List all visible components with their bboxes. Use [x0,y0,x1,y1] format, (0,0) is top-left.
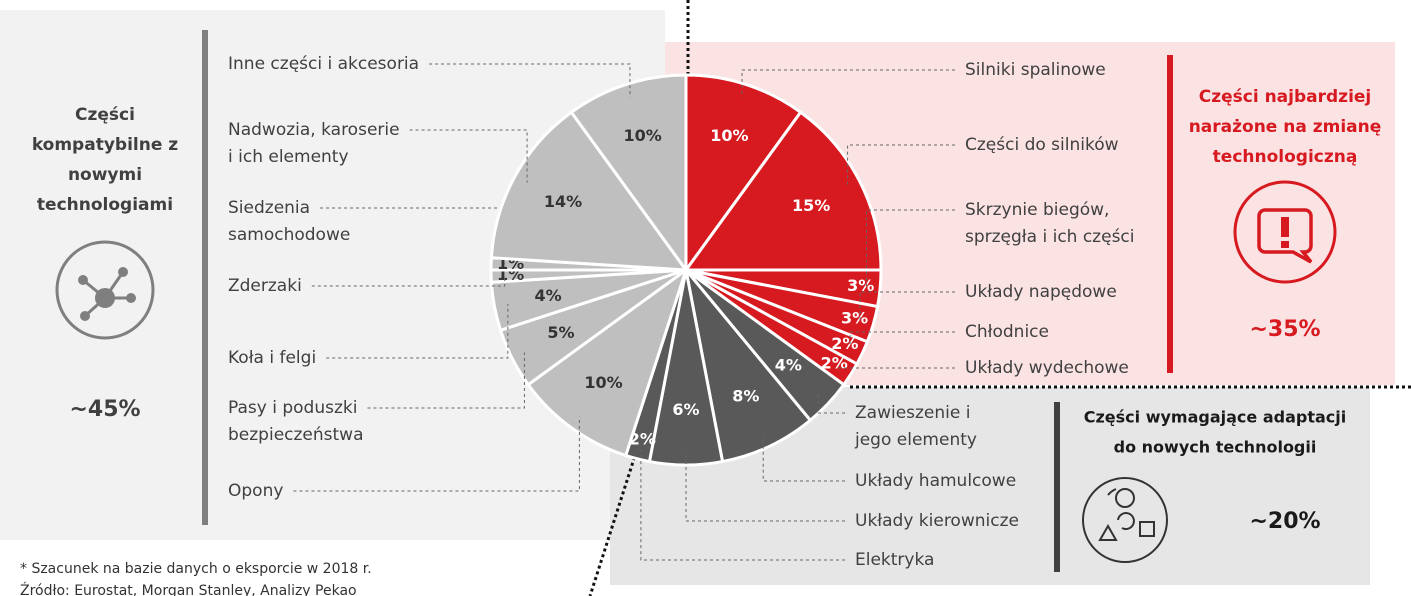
cycle-icon [1082,477,1168,563]
slice-label: 5% [547,323,574,342]
leader-line [409,129,528,183]
category-label: Nadwozia, karoserie [228,120,400,140]
category-label: Elektryka [855,550,934,570]
category-label: Układy wydechowe [965,358,1129,378]
category-label: Koła i felgi [228,348,316,368]
slice [684,73,803,275]
category-label: Zawieszenie i [855,403,970,423]
group-title: Części najbardziej [1199,87,1372,107]
category-label: bezpieczeństwa [228,425,364,445]
slice [684,269,813,464]
slice-label: 3% [847,276,874,295]
slice-label: 6% [672,400,699,419]
leader-line [859,291,955,321]
category-label: Zderzaki [228,276,302,296]
leader-line [685,451,845,522]
leader-line [866,209,955,288]
category-label: samochodowe [228,225,350,245]
slice-label: 4% [535,286,562,305]
category-label: Układy kierownicze [855,511,1019,531]
group-title: kompatybilne z [32,135,178,155]
leader-line [849,331,955,348]
leader-line [838,367,955,369]
slice-label: 8% [732,387,759,406]
category-label: Opony [228,481,283,501]
slice-label: 10% [623,126,661,145]
group-title: nowymi [68,165,142,185]
slice-label: 10% [584,373,622,392]
group-title: technologiami [37,195,173,215]
slice [489,110,690,272]
bar [1054,402,1060,572]
slice-label: 2% [629,429,656,448]
bar [1167,55,1173,373]
footnote: * Szacunek na bazie danych o eksporcie w… [20,561,372,577]
leader-line [640,445,845,561]
leader-line [741,69,955,98]
category-label: Układy napędowe [965,282,1117,302]
category-label: Siedzenia [228,198,310,218]
slice [569,73,688,275]
bar [202,30,208,525]
group-title: narażone na zmianę [1189,117,1382,137]
group-title: Części [75,105,135,125]
category-label: jego elementy [854,430,977,450]
category-label: Pasy i poduszki [228,398,357,418]
slice [526,266,689,458]
alert-icon [1233,180,1337,284]
slice [683,110,883,272]
leader-line [429,63,631,98]
slice-label: 3% [841,308,868,327]
category-label: Układy hamulcowe [855,471,1016,491]
footnote: Źródło: Eurostat, Morgan Stanley, Analiz… [20,581,357,596]
slice-label: 4% [775,356,802,375]
leader-line [311,275,506,287]
slice-label: 14% [544,192,582,211]
category-label: Chłodnice [965,322,1049,342]
slice-label: 10% [710,126,748,145]
slice-label: 15% [792,196,830,215]
category-label: Inne części i akcesoria [228,54,419,74]
group-title: technologiczną [1213,147,1358,167]
group-title: do nowych technologii [1114,438,1317,457]
category-label: Silniki spalinowe [965,60,1106,80]
category-label: sprzęgła i ich części [965,227,1135,247]
leader-line [817,394,845,414]
group-title: Części wymagające adaptacji [1084,408,1346,427]
category-label: Skrzynie biegów, [965,200,1109,220]
slice-label: 2% [831,334,858,353]
leader-line [367,352,525,409]
group-share: ~45% [69,397,140,422]
category-label: Części do silników [965,135,1119,155]
network-icon [55,240,155,340]
leader-line [326,303,509,359]
group-share: ~35% [1249,317,1320,342]
category-label: i ich elementy [228,147,349,167]
group-share: ~20% [1249,509,1320,534]
